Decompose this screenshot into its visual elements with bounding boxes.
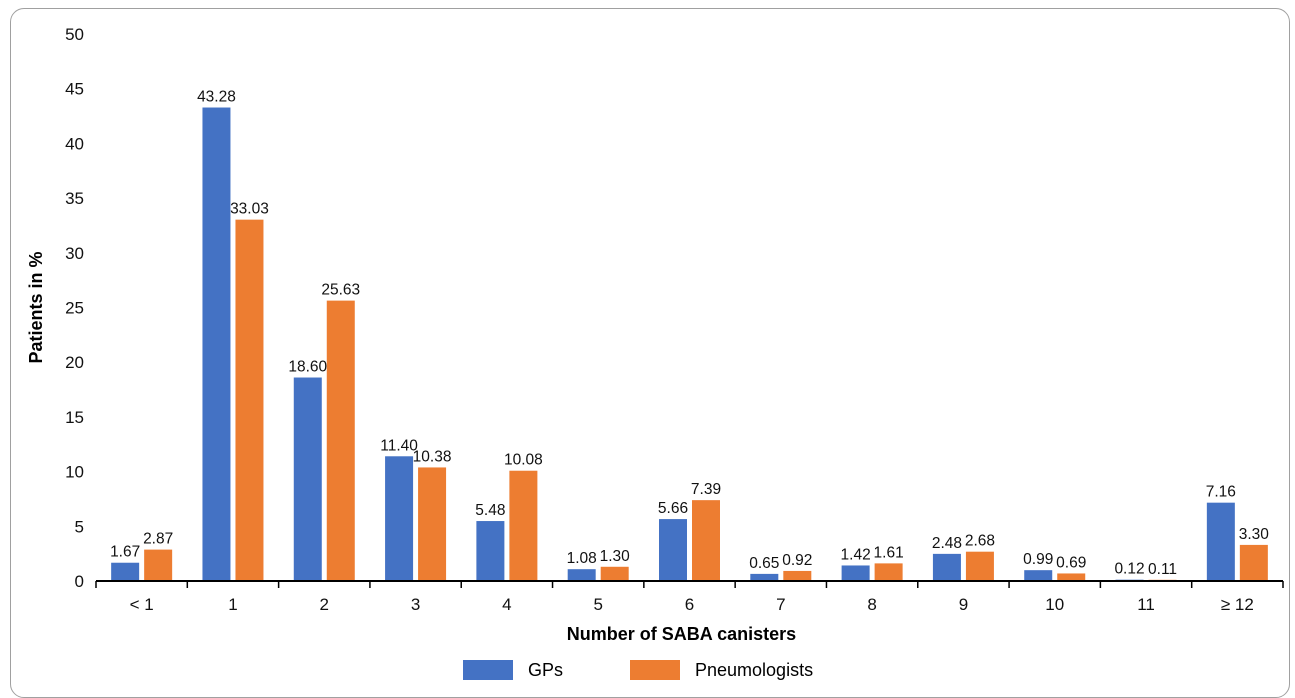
y-axis-title: Patients in %	[26, 251, 46, 363]
y-tick-label: 40	[65, 134, 84, 153]
data-label: 2.48	[932, 535, 962, 552]
bar-pneumologists-5	[600, 566, 629, 581]
data-label: 5.66	[658, 500, 688, 517]
bar-gps-6	[659, 519, 687, 581]
bar-pneumologists-10	[1057, 573, 1086, 581]
x-tick-label: 5	[593, 595, 602, 614]
data-label: 2.87	[143, 531, 173, 548]
bar-pneumologists-3	[418, 467, 447, 581]
bar-pneumologists-4	[509, 470, 538, 581]
y-tick-label: 50	[65, 25, 84, 44]
x-tick-label: 3	[411, 595, 420, 614]
x-tick-label: 4	[502, 595, 511, 614]
data-label: 0.92	[782, 552, 812, 569]
legend-swatch	[463, 660, 513, 680]
y-tick-label: 10	[65, 463, 84, 482]
data-label: 33.03	[230, 201, 269, 218]
x-tick-label: 9	[959, 595, 968, 614]
bar-gps-8	[841, 565, 870, 581]
data-label: 18.60	[288, 359, 327, 376]
data-label: 43.28	[197, 89, 236, 106]
bar-pneumologists-9	[965, 551, 994, 581]
y-tick-label: 45	[65, 80, 84, 99]
bar-pneumologists-2	[326, 300, 355, 581]
bar-gps-12	[1206, 502, 1235, 581]
data-label: 1.42	[841, 546, 871, 563]
x-tick-label: ≥ 12	[1221, 595, 1254, 614]
bar-pneumologists-6	[692, 500, 720, 581]
legend-label: Pneumologists	[695, 660, 813, 680]
bar-pneumologists-8	[874, 563, 903, 581]
legend-label: GPs	[528, 660, 563, 680]
bar-gps-2	[293, 377, 322, 581]
bar-gps-0	[111, 562, 140, 581]
data-label: 0.99	[1023, 551, 1053, 568]
bar-gps-3	[385, 456, 414, 581]
data-label: 7.39	[691, 481, 721, 498]
data-label: 25.63	[321, 282, 360, 299]
y-tick-label: 35	[65, 189, 84, 208]
bars	[111, 107, 1268, 582]
y-tick-label: 20	[65, 353, 84, 372]
data-label: 1.08	[567, 550, 597, 567]
y-axis-ticks: 0 5 10 15 20 25 30 35 40 45 50	[65, 25, 84, 591]
data-label: 5.48	[475, 502, 505, 519]
data-label: 1.67	[110, 544, 140, 561]
x-tick-label: < 1	[130, 595, 154, 614]
x-axis-title: Number of SABA canisters	[567, 624, 796, 644]
x-tick-label: 8	[867, 595, 876, 614]
y-tick-label: 0	[75, 572, 84, 591]
bar-gps-9	[932, 553, 961, 581]
bar-pneumologists-0	[144, 549, 173, 581]
data-label: 2.68	[965, 533, 995, 550]
data-label: 10.38	[413, 448, 452, 465]
data-label: 1.30	[600, 548, 631, 565]
x-tick-label: 1	[228, 595, 237, 614]
data-label: 0.65	[749, 555, 779, 572]
x-axis-ticks: < 1 1 2 3 4 5 6 7 8 9 10 11 ≥ 12	[95, 581, 1284, 614]
bar-gps-7	[750, 573, 779, 581]
x-tick-label: 7	[776, 595, 785, 614]
x-tick-label: 10	[1045, 595, 1064, 614]
y-tick-label: 15	[65, 408, 84, 427]
data-label: 0.11	[1148, 561, 1177, 578]
bar-gps-4	[476, 521, 505, 581]
bar-pneumologists-7	[783, 570, 812, 581]
x-tick-label: 2	[320, 595, 329, 614]
data-label: 3.30	[1239, 526, 1270, 543]
legend-swatch	[630, 660, 680, 680]
bar-gps-5	[567, 569, 596, 581]
data-label: 11.40	[380, 437, 418, 454]
data-label: 10.08	[504, 452, 543, 469]
x-tick-label: 6	[685, 595, 694, 614]
data-label: 0.12	[1114, 561, 1144, 578]
bar-pneumologists-1	[235, 219, 264, 581]
y-tick-label: 30	[65, 244, 84, 263]
data-label: 1.61	[874, 544, 904, 561]
bar-pneumologists-12	[1239, 544, 1268, 581]
x-tick-label: 11	[1137, 595, 1155, 614]
y-tick-label: 25	[65, 299, 84, 318]
data-label: 0.69	[1056, 554, 1086, 571]
bar-gps-1	[202, 107, 231, 582]
bar-gps-10	[1024, 570, 1053, 581]
data-label: 7.16	[1206, 484, 1236, 501]
legend: GPs Pneumologists	[463, 660, 813, 680]
y-tick-label: 5	[75, 517, 84, 536]
